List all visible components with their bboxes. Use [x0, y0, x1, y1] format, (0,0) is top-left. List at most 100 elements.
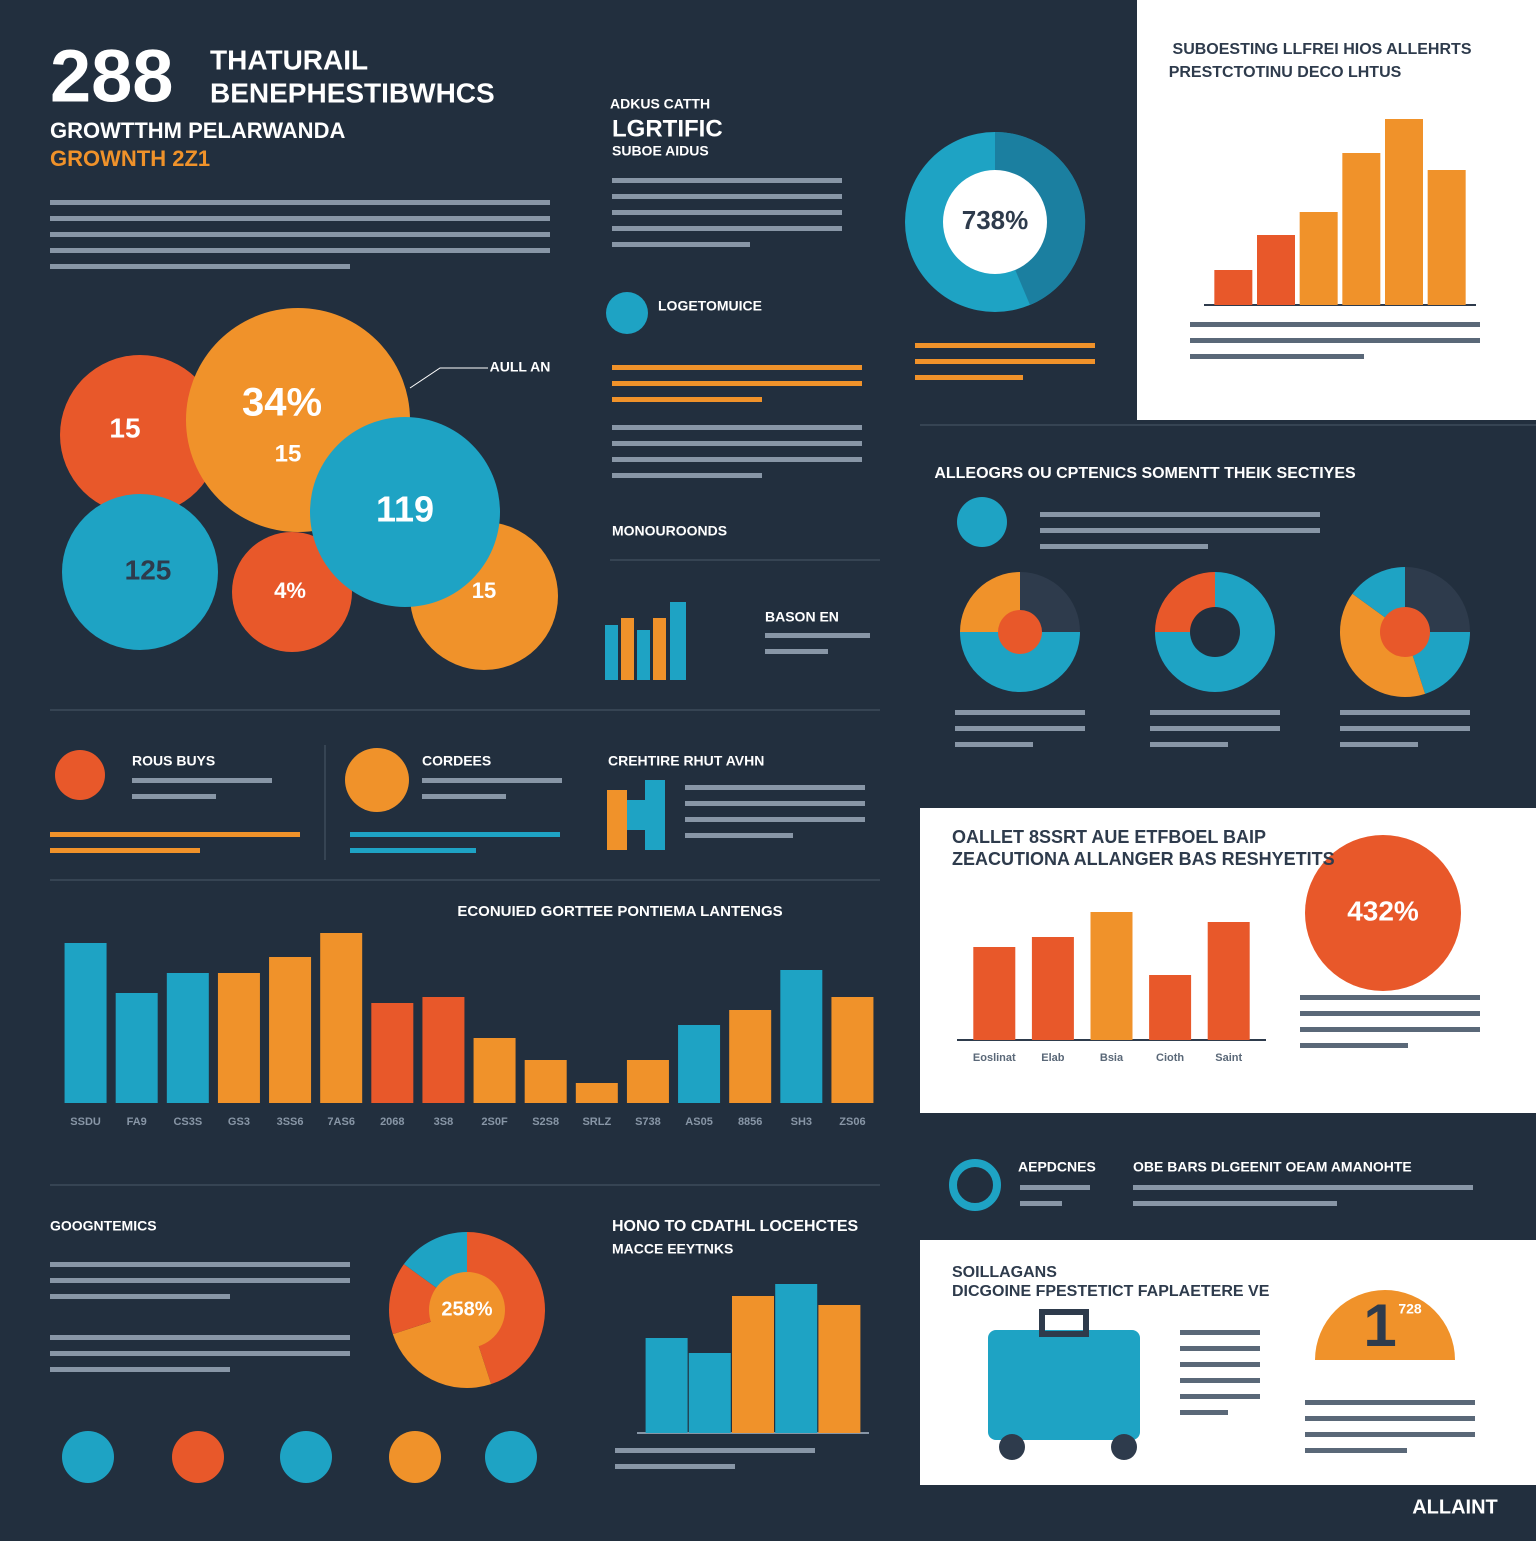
bar	[1031, 937, 1074, 1040]
wheel	[1111, 1434, 1137, 1460]
label: 2S0F	[481, 1116, 508, 1128]
label: 119	[376, 489, 434, 530]
text-line	[1340, 710, 1470, 715]
label: ALLAINT	[1412, 1496, 1498, 1518]
bubble	[62, 494, 218, 650]
text-line	[50, 832, 300, 837]
text-line	[612, 381, 862, 386]
text-line	[1180, 1394, 1260, 1399]
bar	[1299, 212, 1338, 305]
bar	[1214, 270, 1253, 305]
text-line	[1340, 726, 1470, 731]
label: Bsia	[1100, 1052, 1124, 1064]
label: ZEACUTIONA ALLANGER BAS RESHYETITS	[952, 849, 1335, 869]
text-line	[612, 457, 862, 462]
label: FA9	[127, 1116, 147, 1128]
half-circle	[1315, 1290, 1455, 1360]
label: SUBOESTING LLFREI HIOS ALLEHRTS	[1173, 41, 1472, 58]
icon	[485, 1431, 537, 1483]
text-line	[765, 649, 828, 654]
label: 258%	[441, 1298, 492, 1320]
label: DICGOINE FPESTETICT FAPLAETERE VE	[952, 1283, 1270, 1300]
label: 288	[50, 35, 173, 118]
wheel	[999, 1434, 1025, 1460]
bar	[371, 1003, 414, 1103]
label: SRLZ	[582, 1116, 611, 1128]
text-line	[1305, 1448, 1407, 1453]
text-line	[612, 365, 862, 370]
text-line	[1150, 742, 1228, 747]
text-line	[50, 248, 550, 253]
label: OALLET 8SSRT AUE ETFBOEL BAIP	[952, 827, 1266, 847]
text-line	[50, 1335, 350, 1340]
text-line	[1020, 1185, 1090, 1190]
text-line	[1190, 338, 1480, 343]
label: 34%	[242, 381, 322, 425]
pie-center	[998, 610, 1042, 654]
text-line	[1300, 1027, 1480, 1032]
icon	[606, 292, 648, 334]
text-line	[1300, 995, 1480, 1000]
label: ADKUS CATTH	[610, 96, 710, 112]
text-line	[612, 194, 842, 199]
text-line	[132, 778, 272, 783]
text-line	[1040, 512, 1320, 517]
bar	[678, 1025, 721, 1103]
label: BENEPHESTIBWHCS	[210, 77, 495, 108]
text-line	[612, 473, 762, 478]
icon	[55, 750, 105, 800]
icon-bar	[607, 790, 627, 850]
bar	[780, 970, 823, 1103]
bottom-icons	[62, 1431, 537, 1483]
text-line	[612, 425, 862, 430]
mini-bars	[605, 602, 686, 850]
label: 7AS6	[327, 1116, 355, 1128]
label: HONO TO CDATHL LOCEHCTES	[612, 1218, 859, 1235]
text-line	[1340, 742, 1418, 747]
label: ECONUIED GORTTEE PONTIEMA LANTENGS	[457, 903, 782, 920]
bar	[269, 957, 312, 1103]
label: CS3S	[173, 1116, 202, 1128]
label: S2S8	[532, 1116, 559, 1128]
bar	[115, 993, 158, 1103]
icon-bar	[645, 780, 665, 850]
bubble	[310, 417, 500, 607]
label: CREHTIRE RHUT AVHN	[608, 753, 764, 769]
label: 3S8	[434, 1116, 454, 1128]
text-line	[50, 264, 350, 269]
text-line	[685, 801, 865, 806]
bar	[1207, 922, 1250, 1040]
text-line	[685, 817, 865, 822]
label: 2068	[380, 1116, 404, 1128]
bar	[732, 1296, 774, 1433]
label: LGRTIFIC	[612, 115, 723, 142]
text-line	[1180, 1346, 1260, 1351]
text-line	[685, 785, 865, 790]
icon	[172, 1431, 224, 1483]
text-line	[612, 242, 750, 247]
bar	[688, 1353, 731, 1433]
label: BASON EN	[765, 609, 839, 625]
text-line	[1040, 528, 1320, 533]
bar	[818, 1305, 861, 1433]
pie-center	[1190, 607, 1240, 657]
text-line	[955, 726, 1085, 731]
bar	[166, 973, 209, 1103]
label: GROWNTH 2Z1	[50, 146, 210, 171]
text-line	[50, 200, 550, 205]
pie-slice	[389, 1264, 467, 1335]
label: 15	[472, 578, 496, 603]
text-line	[915, 343, 1095, 348]
bubble	[232, 532, 352, 652]
label: THATURAIL	[210, 44, 368, 75]
label: 738%	[962, 205, 1029, 235]
bar	[1149, 975, 1192, 1040]
bar	[645, 1338, 688, 1433]
label: 8856	[738, 1116, 762, 1128]
text-line	[50, 1367, 230, 1372]
text-line	[50, 1351, 350, 1356]
icon	[949, 1159, 1001, 1211]
label: 432%	[1347, 895, 1419, 926]
icon-bar	[621, 618, 634, 680]
